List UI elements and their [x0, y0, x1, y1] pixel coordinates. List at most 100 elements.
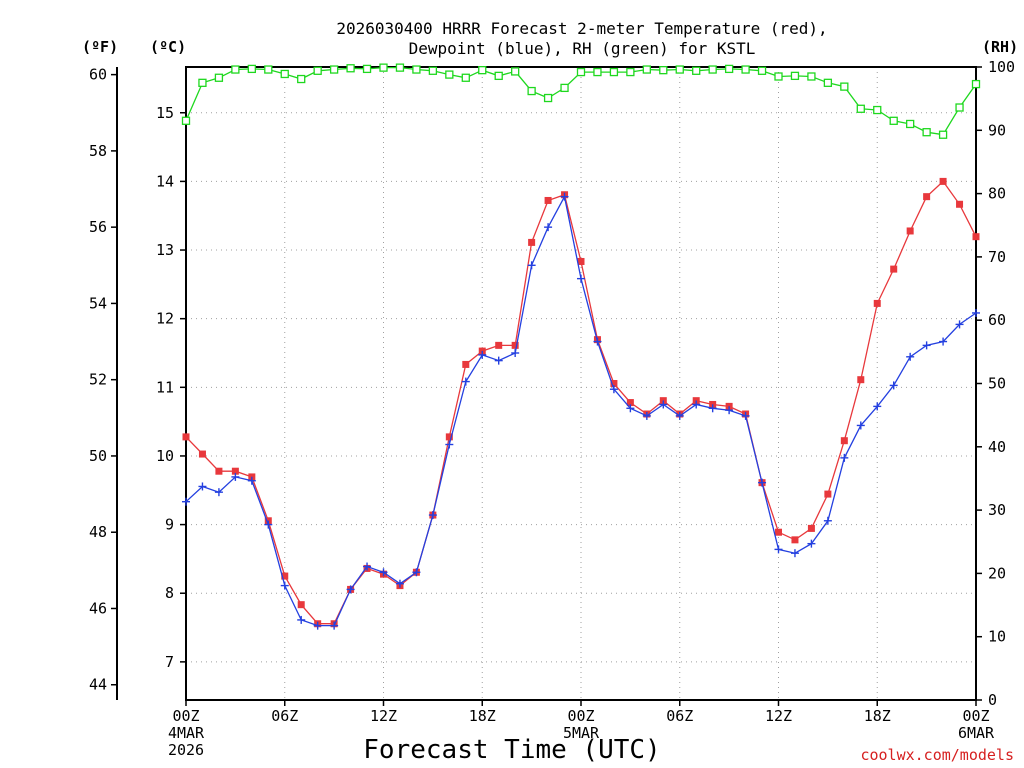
y-tick-label-f: 48 — [89, 523, 107, 541]
dewpoint-point — [955, 320, 964, 329]
temperature-point — [956, 200, 964, 208]
dewpoint-point — [593, 337, 602, 346]
rh-point — [757, 66, 767, 75]
chart-title-line2: Dewpoint (blue), RH (green) for KSTL — [409, 39, 756, 58]
temperature-point — [182, 433, 190, 441]
rh-point — [675, 65, 684, 74]
rh-point — [955, 103, 964, 112]
dewpoint-point — [247, 476, 256, 485]
dewpoint-point — [511, 348, 520, 357]
rh-point — [840, 82, 849, 91]
credit-text: coolwx.com/models — [860, 746, 1014, 764]
rh-point — [922, 128, 931, 137]
y-tick-label-c: 10 — [156, 447, 174, 465]
dewpoint-point — [330, 621, 339, 630]
x-tick-label: 5MAR — [563, 724, 600, 742]
dewpoint-point — [461, 377, 470, 386]
y-tick-label-rh: 20 — [988, 564, 1006, 582]
dewpoint-point — [807, 539, 816, 548]
dewpoint-point — [494, 356, 503, 365]
y-tick-label-f: 60 — [89, 66, 107, 84]
dewpoint-point — [741, 411, 750, 420]
unit-label-fahrenheit: (ºF) — [82, 38, 118, 56]
y-tick-label-rh: 70 — [988, 248, 1006, 266]
dewpoint-point — [790, 549, 799, 558]
temperature-point — [577, 257, 585, 265]
dewpoint-point — [544, 223, 553, 232]
rh-point — [280, 69, 289, 79]
rh-point — [873, 105, 882, 115]
temperature-point — [215, 467, 223, 475]
y-tick-label-c: 14 — [156, 172, 174, 190]
dewpoint-point — [708, 404, 717, 413]
temperature-point — [807, 524, 815, 532]
y-axis-celsius: 7 8 9 10 11 12 13 14 15 — [156, 104, 186, 671]
dewpoint-point — [478, 350, 487, 359]
temperature-point — [281, 572, 289, 580]
rh-point — [790, 71, 800, 81]
rh-point — [724, 64, 734, 74]
dewpoint-point — [231, 472, 240, 481]
dewpoint-point — [856, 421, 865, 430]
dewpoint-point — [659, 400, 668, 409]
rh-point — [692, 66, 701, 75]
rh-point — [329, 65, 339, 74]
temperature-point — [890, 265, 898, 273]
x-tick-label: 18Z — [864, 707, 891, 725]
temperature-point — [824, 490, 832, 498]
y-tick-label-c: 11 — [156, 378, 174, 396]
dewpoint-point — [725, 406, 734, 415]
rh-point — [395, 63, 405, 72]
y-tick-label-c: 15 — [156, 104, 174, 122]
y-tick-label-rh: 80 — [988, 185, 1006, 203]
y-tick-label-c: 8 — [165, 584, 174, 602]
dewpoint-point — [626, 404, 635, 413]
rh-point — [264, 65, 273, 74]
unit-label-celsius: (ºC) — [150, 38, 186, 56]
rh-point — [231, 65, 240, 74]
rh-point — [593, 67, 602, 77]
dewpoint-point — [939, 337, 948, 346]
temperature-point — [610, 380, 618, 387]
temperature-point — [972, 233, 980, 241]
y-tick-label-rh: 90 — [988, 121, 1006, 139]
dewpoint-point — [758, 478, 767, 487]
temperature-point — [791, 536, 799, 544]
dewpoint-point — [527, 261, 536, 270]
rh-point — [362, 64, 372, 74]
rh-point — [478, 66, 487, 75]
rh-point — [494, 71, 503, 81]
dewpoint-point — [363, 562, 372, 571]
rh-point — [823, 78, 833, 87]
axes — [116, 66, 977, 701]
x-tick-label: 06Z — [271, 707, 298, 725]
rh-point — [543, 93, 553, 103]
rh-point — [214, 73, 224, 82]
temperature-point — [775, 528, 782, 536]
rh-point — [576, 67, 586, 77]
temperature-point — [923, 193, 931, 201]
rh-point — [971, 79, 981, 89]
dewpoint-point — [313, 621, 322, 630]
rh-point — [445, 70, 454, 79]
unit-label-rh: (RH) — [982, 38, 1018, 56]
temperature-point — [445, 433, 453, 441]
grid-lines — [186, 67, 976, 700]
dewpoint-point — [642, 411, 651, 420]
rh-point — [889, 116, 898, 125]
rh-point — [428, 66, 438, 75]
rh-point — [938, 130, 948, 139]
y-tick-label-f: 46 — [89, 599, 107, 617]
rh-point — [774, 72, 783, 81]
data-series — [181, 63, 981, 630]
temperature-point — [198, 450, 206, 458]
x-tick-label: 4MAR — [168, 724, 205, 742]
temperature-point — [462, 360, 470, 368]
rh-point — [198, 78, 207, 87]
dewpoint-point — [182, 497, 190, 506]
dewpoint-point — [346, 585, 355, 594]
temperature-point — [544, 196, 552, 204]
y-tick-label-rh: 10 — [988, 628, 1006, 646]
temperature-point — [857, 376, 865, 384]
temperature-point — [840, 437, 848, 445]
